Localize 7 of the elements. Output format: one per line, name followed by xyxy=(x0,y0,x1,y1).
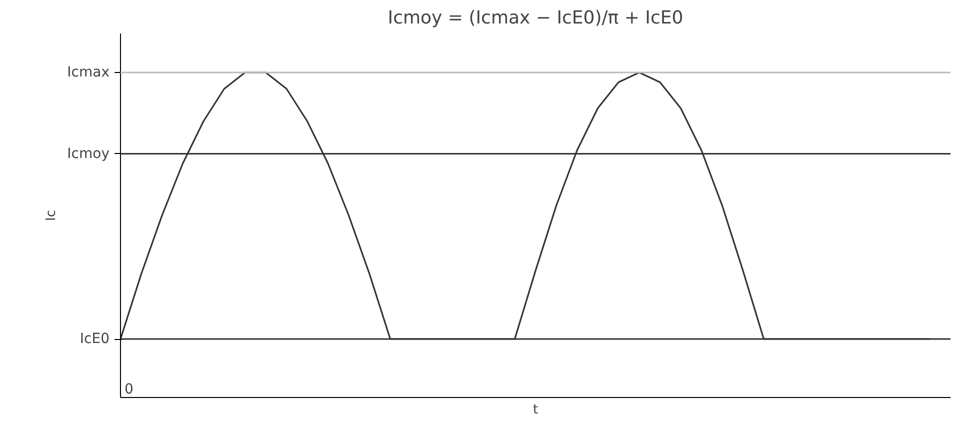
ref-line-label: Icmoy xyxy=(67,146,110,162)
ref-line-label: IcE0 xyxy=(80,331,110,347)
chart-title: Icmoy = (Icmax − IcE0)/π + IcE0 xyxy=(388,8,684,28)
ref-line-label: Icmax xyxy=(67,64,110,80)
y-axis-title: Ic xyxy=(44,210,60,221)
annotation: 0 xyxy=(124,382,134,398)
x-axis-title: t xyxy=(532,402,538,418)
